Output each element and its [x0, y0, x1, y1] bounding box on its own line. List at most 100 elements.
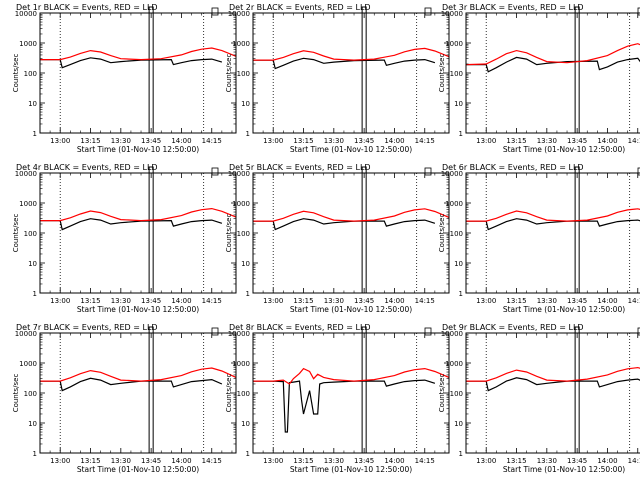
panel-det-4: Det 4r BLACK = Events, RED = LLD 1 10 100 10…: [12, 163, 237, 314]
y-tick-label: 1: [246, 130, 250, 138]
series-events-line: [40, 218, 223, 231]
x-tick-label: 13:45: [354, 457, 374, 465]
x-axis-label: Start Time (01-Nov-10 12:50:00): [77, 305, 199, 314]
series-lld-line: [253, 208, 450, 222]
indicator-box: [424, 327, 432, 336]
x-tick-label: 14:00: [597, 457, 617, 465]
series-lld-line: [253, 367, 450, 385]
x-tick-label: 13:15: [80, 457, 100, 465]
y-tick-label: 10000: [441, 170, 463, 178]
x-tick-label: 13:45: [567, 297, 587, 305]
series-events-line: [40, 57, 223, 69]
y-tick-label: 1000: [232, 200, 250, 208]
x-tick-label: 13:00: [50, 137, 70, 145]
x-tick-label: 13:30: [324, 137, 344, 145]
panel-title: Det 9r BLACK = Events, RED = LLD: [442, 323, 584, 332]
y-tick-label: 10000: [15, 170, 37, 178]
panel-title: Det 5r BLACK = Events, RED = LLD: [229, 163, 371, 172]
x-tick-label: 13:00: [263, 297, 283, 305]
y-tick-label: 10000: [441, 330, 463, 338]
x-axis-label: Start Time (01-Nov-10 12:50:00): [290, 465, 412, 474]
y-tick-label: 10: [241, 100, 250, 108]
panel-det-7: Det 7r BLACK = Events, RED = LLD 1 10 100 10…: [12, 323, 237, 474]
y-tick-label: 100: [450, 70, 463, 78]
x-tick-label: 14:15: [415, 457, 435, 465]
x-tick-label: 13:00: [263, 457, 283, 465]
panel-title: Det 2r BLACK = Events, RED = LLD: [229, 3, 371, 12]
x-tick-label: 13:45: [567, 457, 587, 465]
y-tick-label: 10000: [15, 330, 37, 338]
y-tick-label: 1: [33, 290, 37, 298]
x-tick-label: 13:00: [50, 297, 70, 305]
panel-det-2: Det 2r BLACK = Events, RED = LLD 1 10 100 10…: [225, 3, 450, 154]
x-axis-label: Start Time (01-Nov-10 12:50:00): [503, 465, 625, 474]
data-gap-band: [148, 6, 154, 134]
x-tick-label: 13:15: [80, 137, 100, 145]
y-tick-label: 1000: [445, 200, 463, 208]
x-tick-label: 14:15: [202, 297, 222, 305]
y-tick-label: 1: [246, 290, 250, 298]
plot-frame: [252, 12, 450, 134]
x-tick-label: 13:30: [111, 457, 131, 465]
y-axis-label: Counts/sec: [12, 374, 20, 413]
x-axis-label: Start Time (01-Nov-10 12:50:00): [290, 145, 412, 154]
y-tick-label: 100: [450, 390, 463, 398]
panel-title: Det 6r BLACK = Events, RED = LLD: [442, 163, 584, 172]
x-tick-label: 14:00: [597, 137, 617, 145]
x-tick-label: 14:00: [384, 297, 404, 305]
y-tick-label: 100: [237, 70, 250, 78]
data-gap-band: [361, 166, 367, 294]
y-tick-label: 1000: [445, 40, 463, 48]
x-tick-label: 14:15: [202, 457, 222, 465]
y-axis-label: Counts/sec: [12, 214, 20, 253]
x-tick-label: 13:15: [506, 297, 526, 305]
data-gap-band: [148, 166, 154, 294]
data-gap-band: [361, 6, 367, 134]
panel-title: Det 8r BLACK = Events, RED = LLD: [229, 323, 371, 332]
series-lld-line: [40, 47, 237, 61]
plot-frame: [39, 12, 237, 134]
y-tick-label: 10: [241, 420, 250, 428]
panel-det-6: Det 6r BLACK = Events, RED = LLD 1 10 100 10…: [438, 163, 640, 314]
plot-frame: [465, 332, 640, 454]
plot-frame: [39, 332, 237, 454]
y-tick-label: 10: [28, 100, 37, 108]
y-tick-label: 10000: [228, 10, 250, 18]
x-tick-label: 13:15: [80, 297, 100, 305]
x-tick-label: 14:15: [628, 137, 640, 145]
x-tick-label: 13:30: [537, 457, 557, 465]
indicator-box: [637, 7, 640, 16]
x-tick-label: 14:00: [384, 137, 404, 145]
series-lld-line: [40, 367, 237, 382]
x-tick-label: 14:00: [171, 457, 191, 465]
plot-frame: [465, 12, 640, 134]
x-tick-label: 13:30: [324, 297, 344, 305]
y-axis-label: Counts/sec: [225, 214, 233, 253]
panel-det-1: Det 1r BLACK = Events, RED = LLD 1 10 100 10…: [12, 3, 237, 154]
y-tick-label: 1: [459, 450, 463, 458]
x-tick-label: 13:30: [111, 137, 131, 145]
panel-det-9: Det 9r BLACK = Events, RED = LLD 1 10 100 10…: [438, 323, 640, 474]
x-tick-label: 13:00: [50, 457, 70, 465]
y-axis-label: Counts/sec: [225, 54, 233, 93]
y-tick-label: 1: [459, 290, 463, 298]
indicator-box: [424, 7, 432, 16]
indicator-box: [211, 327, 219, 336]
x-tick-label: 13:00: [476, 457, 496, 465]
series-events-line: [253, 57, 436, 70]
x-tick-label: 13:45: [141, 457, 161, 465]
y-tick-label: 10: [454, 100, 463, 108]
x-tick-label: 14:00: [597, 297, 617, 305]
x-tick-label: 14:15: [628, 297, 640, 305]
x-tick-label: 13:30: [537, 137, 557, 145]
y-tick-label: 100: [24, 230, 37, 238]
x-tick-label: 14:15: [628, 457, 640, 465]
x-tick-label: 13:15: [293, 137, 313, 145]
y-tick-label: 10000: [15, 10, 37, 18]
series-lld-line: [465, 43, 640, 66]
series-events-line: [40, 377, 223, 392]
y-tick-label: 1000: [19, 200, 37, 208]
data-gap-band: [574, 326, 580, 454]
y-axis-label: Counts/sec: [12, 54, 20, 93]
y-tick-label: 100: [237, 230, 250, 238]
